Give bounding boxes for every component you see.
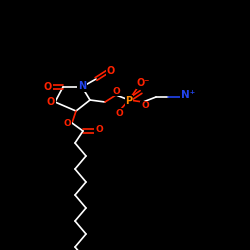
Text: O⁻: O⁻ <box>136 78 150 88</box>
Text: O: O <box>47 97 55 107</box>
Text: N⁺: N⁺ <box>181 90 195 100</box>
Text: O: O <box>115 108 123 118</box>
Text: O: O <box>95 126 103 134</box>
Text: O: O <box>112 86 120 96</box>
Text: O: O <box>107 66 115 76</box>
Text: P: P <box>126 96 132 106</box>
Text: O: O <box>141 102 149 110</box>
Text: N: N <box>78 81 86 91</box>
Text: O: O <box>44 82 52 92</box>
Text: O: O <box>63 118 71 128</box>
